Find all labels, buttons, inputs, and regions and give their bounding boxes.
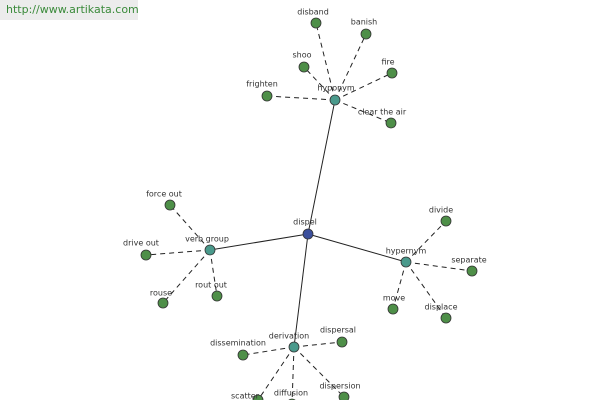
group-node-label: verb group — [185, 235, 229, 244]
word-node-label: scatter — [231, 392, 260, 400]
word-node-label: drive out — [123, 239, 159, 248]
dashed-edge — [303, 66, 336, 101]
dashed-edge — [392, 261, 407, 310]
dashed-edge — [334, 33, 367, 101]
word-node-label: divide — [429, 206, 453, 215]
dashed-edge — [162, 249, 211, 304]
group-node-label: hypernym — [386, 247, 427, 256]
group-node — [400, 256, 412, 268]
group-node — [329, 94, 341, 106]
dashed-edge — [293, 341, 343, 348]
edge — [307, 233, 407, 263]
dashed-edge — [315, 22, 336, 101]
word-node-label: move — [383, 294, 405, 303]
word-node-label: fire — [381, 58, 394, 67]
word-node — [164, 199, 176, 211]
dashed-edge — [405, 261, 473, 272]
edge — [293, 233, 309, 348]
dashed-edge — [169, 204, 211, 251]
dashed-edge — [293, 346, 345, 398]
edge — [209, 233, 309, 251]
word-node — [261, 90, 273, 102]
word-node — [237, 349, 249, 361]
word-node — [360, 28, 372, 40]
word-node — [157, 297, 169, 309]
word-node — [385, 117, 397, 129]
word-node — [338, 391, 350, 400]
edge — [307, 99, 336, 235]
word-node-label: disband — [297, 8, 329, 17]
group-node — [288, 341, 300, 353]
word-node — [386, 67, 398, 79]
dashed-edge — [257, 346, 295, 400]
word-node-label: shoo — [292, 51, 311, 60]
dashed-edge — [145, 249, 211, 256]
word-node — [310, 17, 322, 29]
center-node-label: dispel — [293, 218, 317, 227]
word-node — [466, 265, 478, 277]
word-node — [336, 336, 348, 348]
word-node-label: dissemination — [210, 339, 266, 348]
word-node — [252, 394, 264, 400]
dashed-edge — [405, 220, 447, 263]
word-node-label: dispersion — [319, 382, 360, 391]
center-node — [302, 228, 314, 240]
dashed-edge — [291, 346, 295, 400]
word-node — [440, 215, 452, 227]
group-node-label: derivation — [269, 332, 309, 341]
dashed-edge — [242, 346, 295, 356]
word-node — [140, 249, 152, 261]
word-node-label: banish — [351, 18, 378, 27]
word-node-label: dispersal — [320, 326, 356, 335]
dashed-edge — [334, 99, 392, 124]
dashed-edge — [334, 72, 393, 101]
dashed-edge — [209, 249, 218, 297]
word-node — [440, 312, 452, 324]
word-node-label: rout out — [195, 281, 227, 290]
word-node-label: frighten — [246, 80, 278, 89]
word-node — [387, 303, 399, 315]
dashed-edge — [405, 261, 447, 319]
word-node-label: rouse — [150, 289, 172, 298]
site-url[interactable]: http://www.artikata.com — [0, 0, 139, 20]
dashed-edge — [266, 95, 336, 101]
group-node-label: hyponym — [317, 84, 355, 93]
group-node — [204, 244, 216, 256]
word-node — [298, 61, 310, 73]
word-node — [211, 290, 223, 302]
word-node-label: displace — [425, 303, 458, 312]
word-node-label: force out — [146, 190, 182, 199]
word-node-label: clear the air — [358, 108, 407, 117]
word-node-label: separate — [451, 256, 486, 265]
word-node-label: diffusion — [274, 389, 308, 398]
